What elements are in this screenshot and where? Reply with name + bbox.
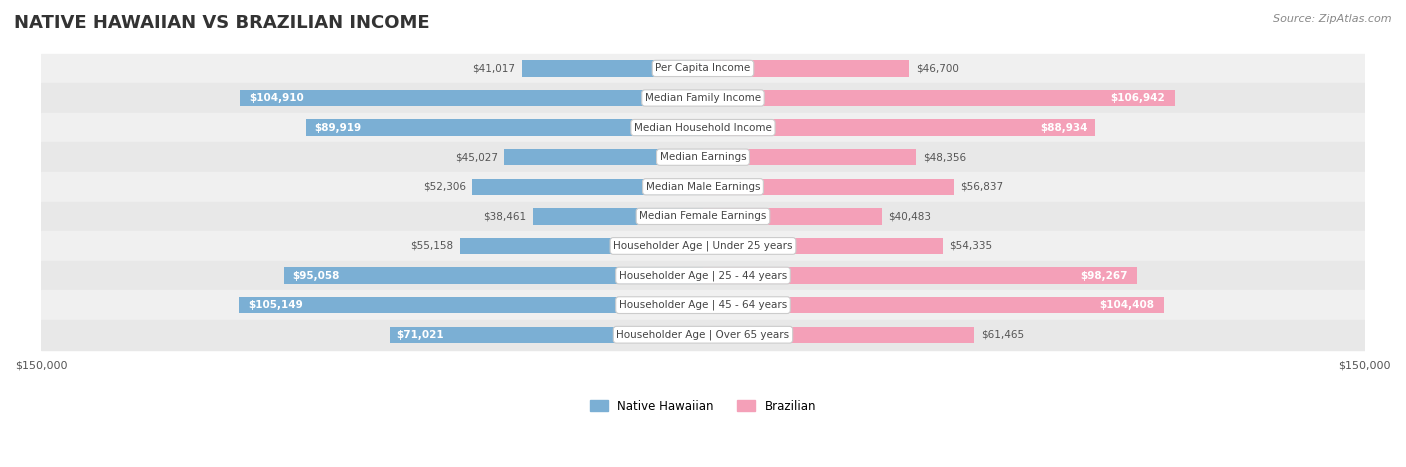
Text: $98,267: $98,267 [1080,270,1128,281]
Bar [522,60,703,77]
Bar [505,149,703,165]
Bar [703,238,942,254]
Text: $55,158: $55,158 [411,241,453,251]
Text: Per Capita Income: Per Capita Income [655,64,751,73]
Bar [460,238,703,254]
Bar [41,83,1365,113]
Bar [703,208,882,225]
Text: Source: ZipAtlas.com: Source: ZipAtlas.com [1274,14,1392,24]
Text: $46,700: $46,700 [915,64,959,73]
Text: Householder Age | 45 - 64 years: Householder Age | 45 - 64 years [619,300,787,311]
Text: $71,021: $71,021 [396,330,443,340]
Text: $61,465: $61,465 [981,330,1024,340]
Text: $56,837: $56,837 [960,182,1004,192]
Bar [239,297,703,313]
Bar [472,179,703,195]
Bar [703,60,910,77]
Bar [703,120,1095,136]
Bar [284,268,703,283]
Text: $52,306: $52,306 [423,182,465,192]
Legend: Native Hawaiian, Brazilian: Native Hawaiian, Brazilian [585,395,821,417]
Bar [41,142,1365,172]
Bar [41,290,1365,320]
Text: Median Earnings: Median Earnings [659,152,747,162]
Text: $45,027: $45,027 [454,152,498,162]
Bar [703,90,1175,106]
Text: Median Female Earnings: Median Female Earnings [640,212,766,221]
Bar [41,54,1365,83]
Bar [703,179,953,195]
Bar [240,90,703,106]
Bar [307,120,703,136]
Bar [703,297,1164,313]
Text: Median Male Earnings: Median Male Earnings [645,182,761,192]
Text: Householder Age | 25 - 44 years: Householder Age | 25 - 44 years [619,270,787,281]
Text: $41,017: $41,017 [472,64,516,73]
Text: $88,934: $88,934 [1040,122,1087,133]
Bar [703,149,917,165]
Text: Householder Age | Over 65 years: Householder Age | Over 65 years [616,330,790,340]
Text: $104,910: $104,910 [249,93,304,103]
Text: $104,408: $104,408 [1099,300,1154,310]
Bar [703,268,1136,283]
Bar [533,208,703,225]
Text: NATIVE HAWAIIAN VS BRAZILIAN INCOME: NATIVE HAWAIIAN VS BRAZILIAN INCOME [14,14,430,32]
Text: $38,461: $38,461 [484,212,527,221]
Text: $54,335: $54,335 [949,241,993,251]
Text: $89,919: $89,919 [315,122,361,133]
Text: $40,483: $40,483 [889,212,931,221]
Bar [41,261,1365,290]
Bar [41,231,1365,261]
Text: $48,356: $48,356 [922,152,966,162]
Bar [703,326,974,343]
Bar [41,172,1365,202]
Bar [389,326,703,343]
Text: Median Family Income: Median Family Income [645,93,761,103]
Bar [41,202,1365,231]
Text: $105,149: $105,149 [249,300,304,310]
Text: $95,058: $95,058 [292,270,339,281]
Text: $106,942: $106,942 [1111,93,1166,103]
Bar [41,320,1365,349]
Text: Householder Age | Under 25 years: Householder Age | Under 25 years [613,241,793,251]
Text: Median Household Income: Median Household Income [634,122,772,133]
Bar [41,113,1365,142]
